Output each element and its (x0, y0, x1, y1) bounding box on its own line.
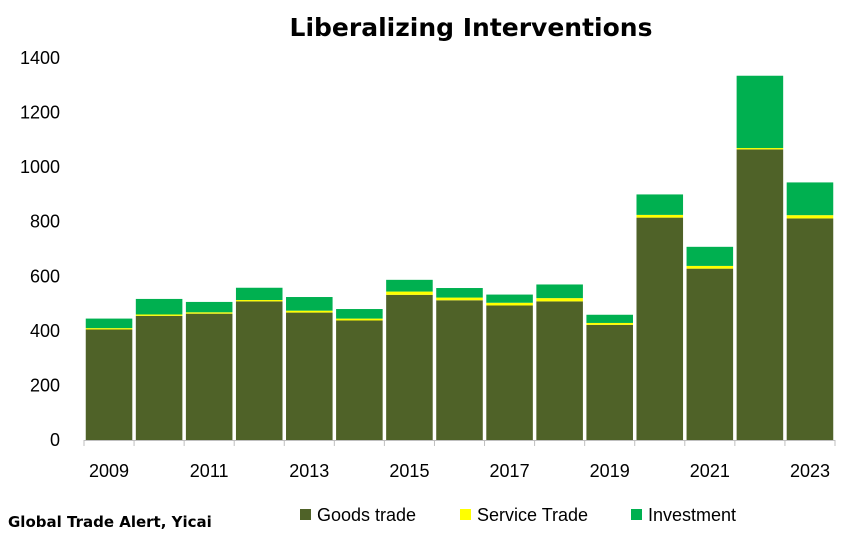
bar-segment-goods-trade (286, 312, 333, 440)
bar-segment-service-trade (386, 291, 433, 295)
legend-swatch (300, 509, 311, 520)
bar-segment-investment (586, 314, 633, 323)
legend-label: Investment (648, 505, 736, 525)
bar-segment-service-trade (736, 148, 784, 150)
bar-segment-goods-trade (386, 294, 433, 440)
x-tick-label: 2011 (190, 461, 229, 481)
y-axis: 0 200 400 600 800 1000 1200 1400 (20, 48, 60, 450)
bar-segment-investment (386, 279, 433, 292)
legend-swatch (460, 509, 471, 520)
legend: Goods trade Service Trade Investment (300, 505, 736, 525)
bar-segment-service-trade (286, 310, 333, 313)
legend-label: Service Trade (477, 505, 588, 525)
x-tick-label: 2023 (790, 461, 830, 481)
bar-segment-investment (486, 294, 533, 303)
legend-swatch (631, 509, 642, 520)
bar-segment-investment (536, 284, 583, 299)
y-tick-label: 600 (30, 266, 60, 286)
y-tick-label: 0 (50, 430, 60, 450)
bar-segment-goods-trade (436, 300, 483, 440)
x-tick-label: 2021 (690, 461, 730, 481)
x-tick-label: 2009 (89, 461, 129, 481)
bar-segment-service-trade (436, 297, 483, 301)
legend-label: Goods trade (317, 505, 416, 525)
bar-segment-service-trade (85, 328, 133, 330)
y-tick-label: 1200 (20, 103, 60, 123)
x-axis: 2009 2011 2013 2015 2017 2019 2021 2023 (83, 440, 836, 481)
bar-segment-investment (135, 298, 183, 315)
bar-segment-goods-trade (536, 301, 583, 440)
chart-title: Liberalizing Interventions (290, 13, 653, 42)
bar-segment-investment (336, 309, 383, 319)
bar-segment-investment (286, 297, 333, 311)
bar-segment-service-trade (586, 322, 633, 325)
bar-segment-service-trade (536, 298, 583, 302)
y-tick-label: 400 (30, 321, 60, 341)
bar-segment-service-trade (185, 312, 233, 314)
bar-segment-investment (185, 301, 233, 313)
bar-segment-investment (736, 75, 784, 149)
bar-segment-goods-trade (185, 313, 233, 440)
bar-segment-goods-trade (85, 329, 133, 440)
bar-segment-investment (686, 246, 734, 266)
bar-segment-goods-trade (486, 305, 533, 440)
bar-segment-service-trade (786, 215, 834, 219)
y-tick-label: 200 (30, 375, 60, 395)
bar-segment-investment (436, 288, 483, 298)
x-tick-label: 2019 (590, 461, 630, 481)
bar-segment-investment (786, 182, 834, 216)
bar-segment-goods-trade (135, 315, 183, 440)
bar-segment-goods-trade (686, 268, 734, 440)
x-tick-label: 2015 (389, 461, 429, 481)
bar-segment-goods-trade (636, 217, 684, 440)
bar-segment-goods-trade (586, 324, 633, 440)
x-tick-label: 2013 (289, 461, 329, 481)
bar-segment-goods-trade (336, 320, 383, 440)
bar-segment-service-trade (636, 214, 684, 218)
y-tick-label: 800 (30, 212, 60, 232)
bar-segment-service-trade (336, 318, 383, 321)
bar-segment-service-trade (135, 314, 183, 316)
y-tick-label: 1400 (20, 48, 60, 68)
source-note: Global Trade Alert, Yicai (8, 513, 212, 531)
bar-segment-investment (636, 194, 684, 215)
bar-segment-goods-trade (736, 149, 784, 440)
bar-segment-service-trade (235, 300, 283, 302)
bar-segment-service-trade (686, 265, 734, 269)
bar-segment-goods-trade (786, 218, 834, 440)
y-tick-label: 1000 (20, 157, 60, 177)
x-tick-label: 2017 (490, 461, 530, 481)
bar-segment-investment (85, 318, 133, 329)
bar-segment-investment (235, 287, 283, 301)
bar-segment-goods-trade (235, 301, 283, 440)
bar-segment-service-trade (486, 302, 533, 306)
plot-area (85, 75, 834, 440)
